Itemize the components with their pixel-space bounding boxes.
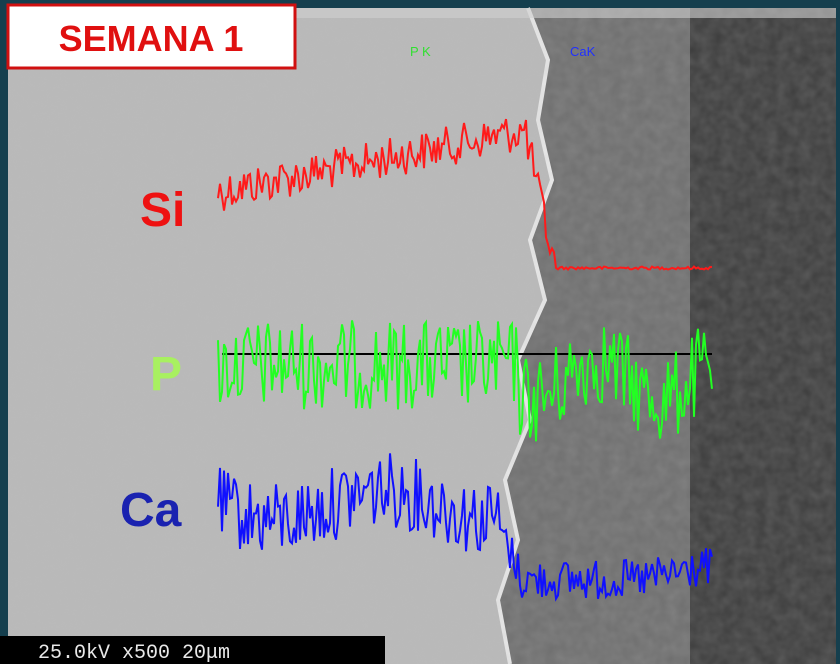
- element-label: Ca: [120, 484, 182, 537]
- overlay-label: P K: [410, 44, 431, 59]
- texture: [8, 8, 836, 664]
- overlay-label: CaK: [570, 44, 596, 59]
- element-label: P: [150, 348, 182, 401]
- page: SEMANA 1 P K CaK Si P Ca 25.0kV x500 20μ…: [0, 0, 840, 664]
- info-bar: 25.0kV x500 20μm: [38, 642, 230, 664]
- micrograph: SEMANA 1 P K CaK Si P Ca 25.0kV x500 20μ…: [0, 0, 840, 664]
- badge: SEMANA 1: [59, 18, 244, 59]
- element-label: Si: [140, 184, 185, 237]
